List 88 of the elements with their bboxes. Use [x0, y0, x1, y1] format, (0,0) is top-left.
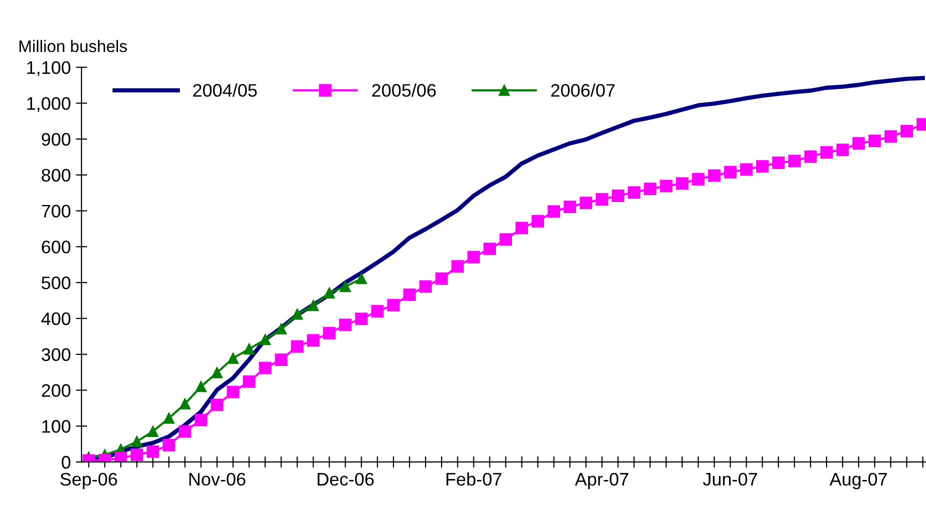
x-tick-label: Jun-07 [702, 472, 758, 486]
point [900, 124, 913, 138]
point [419, 280, 432, 293]
point [260, 334, 271, 346]
point [516, 222, 528, 234]
point [740, 163, 753, 176]
point [451, 260, 464, 273]
point [194, 414, 208, 426]
x-tick-label: Dec-06 [318, 472, 374, 486]
point [708, 169, 721, 182]
y-tick-label: 500 [42, 276, 70, 290]
x-tick-label: Aug-07 [830, 472, 887, 490]
point [226, 386, 240, 398]
y-tick-label: 400 [41, 312, 70, 326]
point [244, 343, 255, 355]
y-tick-label: 700 [42, 204, 70, 218]
point [355, 312, 368, 326]
point [308, 300, 319, 312]
point [467, 250, 480, 264]
y-axis-title: Million bushels [20, 40, 127, 52]
point [210, 398, 224, 412]
point [274, 353, 288, 366]
point [114, 452, 128, 462]
point [340, 280, 351, 292]
point [307, 334, 320, 347]
point [162, 438, 176, 452]
point [756, 160, 769, 173]
point [804, 150, 817, 163]
point [228, 352, 239, 364]
point [868, 134, 881, 148]
point [147, 426, 158, 438]
x-tick-label: Nov-06 [189, 472, 246, 486]
x-tick-label: Sep-06 [60, 472, 118, 490]
y-tick-label: 800 [42, 168, 70, 182]
point [580, 196, 592, 210]
point [692, 172, 704, 186]
y-tick-label: 900 [42, 132, 70, 146]
legend-label: 2004/05 [193, 84, 257, 97]
y-tick-label: 0 [62, 456, 70, 469]
point [163, 412, 174, 424]
point [644, 182, 656, 196]
y-tick-label: 600 [42, 240, 70, 254]
point [884, 130, 897, 143]
point [500, 233, 512, 246]
point [820, 146, 833, 159]
point [483, 242, 496, 256]
point [356, 273, 367, 284]
point [211, 367, 223, 378]
point [276, 323, 287, 334]
point [852, 137, 865, 150]
point [178, 425, 192, 438]
point [612, 190, 624, 202]
point [676, 177, 688, 190]
point [548, 205, 560, 218]
point [836, 144, 849, 156]
point [179, 398, 191, 410]
point [435, 272, 448, 285]
point [628, 186, 640, 199]
point [242, 375, 256, 388]
y-tick-label: 100 [42, 420, 70, 433]
point [772, 156, 785, 169]
point [131, 436, 142, 448]
point [387, 298, 400, 312]
point [403, 288, 416, 302]
point [292, 308, 303, 320]
y-tick-label: 1,000 [27, 97, 70, 112]
y-tick-label: 300 [42, 348, 70, 362]
point [339, 318, 352, 332]
legend-label: 2005/06 [372, 84, 436, 97]
point [146, 445, 160, 458]
point [371, 305, 384, 318]
legend-label: 2006/07 [551, 84, 615, 97]
y-tick-label: 200 [42, 384, 70, 397]
point [323, 326, 336, 340]
point [564, 200, 576, 214]
point [532, 214, 544, 228]
point [788, 154, 801, 168]
point [130, 448, 144, 462]
x-tick-label: Feb-07 [446, 472, 502, 486]
point [195, 381, 207, 392]
point [660, 180, 672, 192]
point [724, 166, 737, 178]
x-tick-label: Apr-07 [574, 472, 628, 490]
point [596, 193, 608, 206]
y-tick-label: 1,100 [27, 61, 70, 76]
point [258, 362, 272, 374]
point [324, 287, 335, 299]
point [290, 340, 304, 353]
